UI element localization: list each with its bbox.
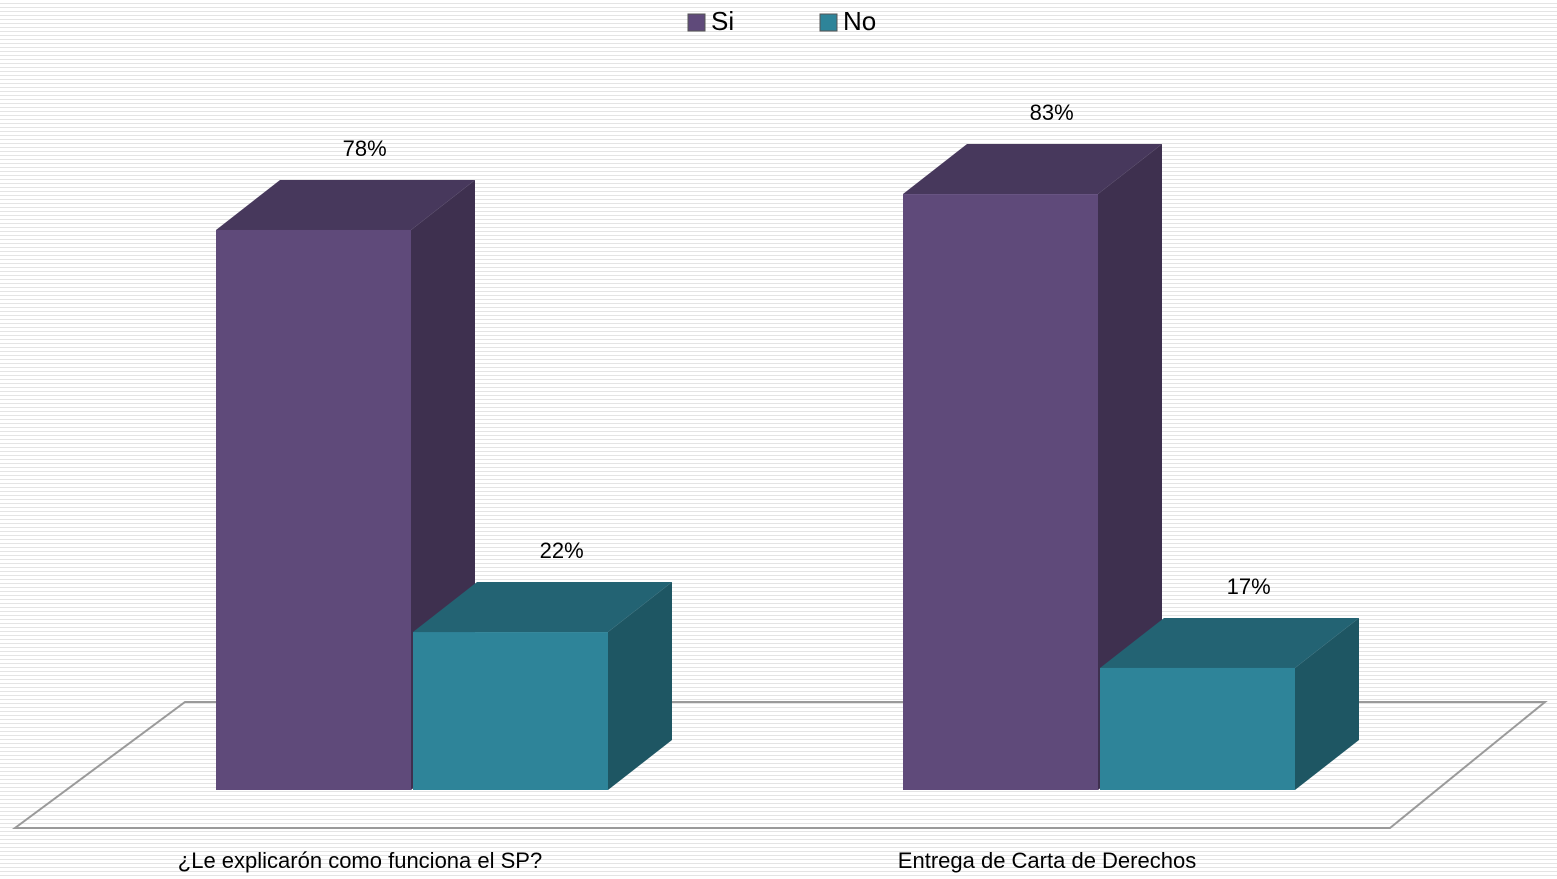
legend-swatch — [687, 13, 706, 32]
legend-swatch — [819, 13, 838, 32]
legend-label: Si — [711, 6, 734, 36]
bar — [1100, 667, 1295, 790]
bar — [903, 194, 1098, 790]
legend-label: No — [843, 6, 876, 36]
value-label: 83% — [1030, 100, 1074, 125]
bar-top — [413, 582, 672, 633]
bar-side — [1098, 144, 1162, 790]
value-label: 17% — [1227, 574, 1271, 599]
value-label: 22% — [540, 538, 584, 563]
bar-side — [608, 582, 672, 790]
category-label: Entrega de Carta de Derechos — [898, 848, 1196, 873]
bar-side — [1295, 617, 1359, 790]
bar — [413, 632, 608, 790]
value-label: 78% — [343, 136, 387, 161]
bar-top — [1100, 617, 1359, 668]
bar-top — [903, 144, 1162, 195]
category-label: ¿Le explicarón como funciona el SP? — [178, 848, 542, 873]
bar-top — [216, 179, 475, 230]
bar — [216, 229, 411, 790]
